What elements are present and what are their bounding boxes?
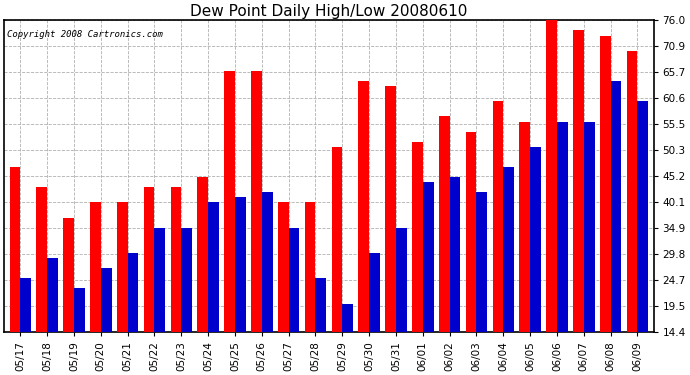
Bar [63,217,74,332]
Bar [611,81,622,332]
Bar [331,147,342,332]
Bar [530,147,541,332]
Bar [369,253,380,332]
Bar [235,197,246,332]
Bar [181,228,192,332]
Bar [493,101,503,332]
Bar [90,202,101,332]
Bar [278,202,288,332]
Bar [450,177,460,332]
Bar [477,192,487,332]
Bar [37,187,47,332]
Bar [117,202,128,332]
Bar [288,228,299,332]
Bar [584,122,595,332]
Bar [573,30,584,332]
Bar [128,253,138,332]
Bar [423,182,433,332]
Bar [412,142,423,332]
Bar [74,288,85,332]
Bar [101,268,112,332]
Bar [47,258,58,332]
Bar [251,71,262,332]
Bar [155,228,165,332]
Bar [358,81,369,332]
Bar [557,122,568,332]
Bar [197,177,208,332]
Bar [520,122,530,332]
Bar [439,117,450,332]
Bar [305,202,315,332]
Bar [627,51,638,332]
Bar [342,304,353,332]
Bar [396,228,406,332]
Bar [600,36,611,332]
Bar [638,101,648,332]
Bar [315,278,326,332]
Bar [503,167,514,332]
Bar [20,278,31,332]
Text: Copyright 2008 Cartronics.com: Copyright 2008 Cartronics.com [8,30,164,39]
Title: Dew Point Daily High/Low 20080610: Dew Point Daily High/Low 20080610 [190,4,468,19]
Bar [466,132,477,332]
Bar [262,192,273,332]
Bar [10,167,20,332]
Bar [224,71,235,332]
Bar [170,187,181,332]
Bar [546,20,557,332]
Bar [144,187,155,332]
Bar [208,202,219,332]
Bar [385,86,396,332]
